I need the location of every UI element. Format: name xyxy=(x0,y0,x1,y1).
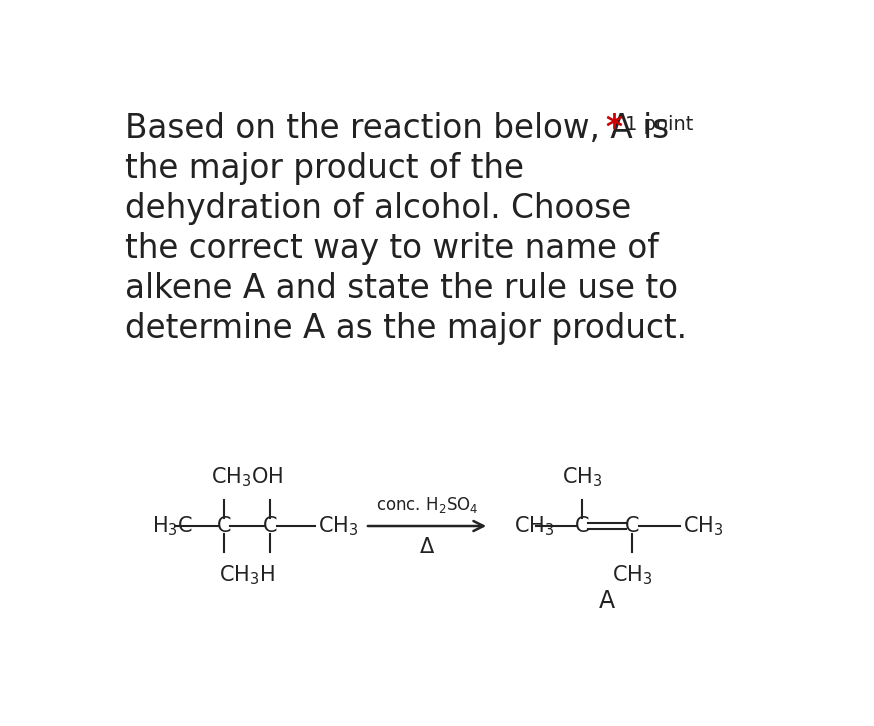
Text: CH$_3$OH: CH$_3$OH xyxy=(211,465,283,489)
Text: C: C xyxy=(217,516,232,536)
Text: C: C xyxy=(263,516,278,536)
Text: Based on the reaction below, A is: Based on the reaction below, A is xyxy=(125,112,669,144)
Text: conc. H$_2$SO$_4$: conc. H$_2$SO$_4$ xyxy=(376,495,478,515)
Text: *: * xyxy=(606,112,622,144)
Text: dehydration of alcohol. Choose: dehydration of alcohol. Choose xyxy=(125,192,631,225)
Text: CH$_3$: CH$_3$ xyxy=(318,514,359,538)
Text: C: C xyxy=(575,516,589,536)
Text: $\Delta$: $\Delta$ xyxy=(419,537,435,557)
Text: 1 point: 1 point xyxy=(625,115,693,134)
Text: determine A as the major product.: determine A as the major product. xyxy=(125,312,687,345)
Text: A: A xyxy=(599,590,615,613)
Text: the correct way to write name of: the correct way to write name of xyxy=(125,232,658,265)
Text: CH$_3$H: CH$_3$H xyxy=(219,563,275,587)
Text: alkene A and state the rule use to: alkene A and state the rule use to xyxy=(125,272,677,305)
Text: H$_3$C: H$_3$C xyxy=(152,514,193,538)
Text: CH$_3$: CH$_3$ xyxy=(514,514,554,538)
Text: CH$_3$: CH$_3$ xyxy=(562,465,602,489)
Text: C: C xyxy=(625,516,640,536)
Text: CH$_3$: CH$_3$ xyxy=(683,514,724,538)
Text: the major product of the: the major product of the xyxy=(125,152,524,185)
Text: CH$_3$: CH$_3$ xyxy=(612,563,653,587)
